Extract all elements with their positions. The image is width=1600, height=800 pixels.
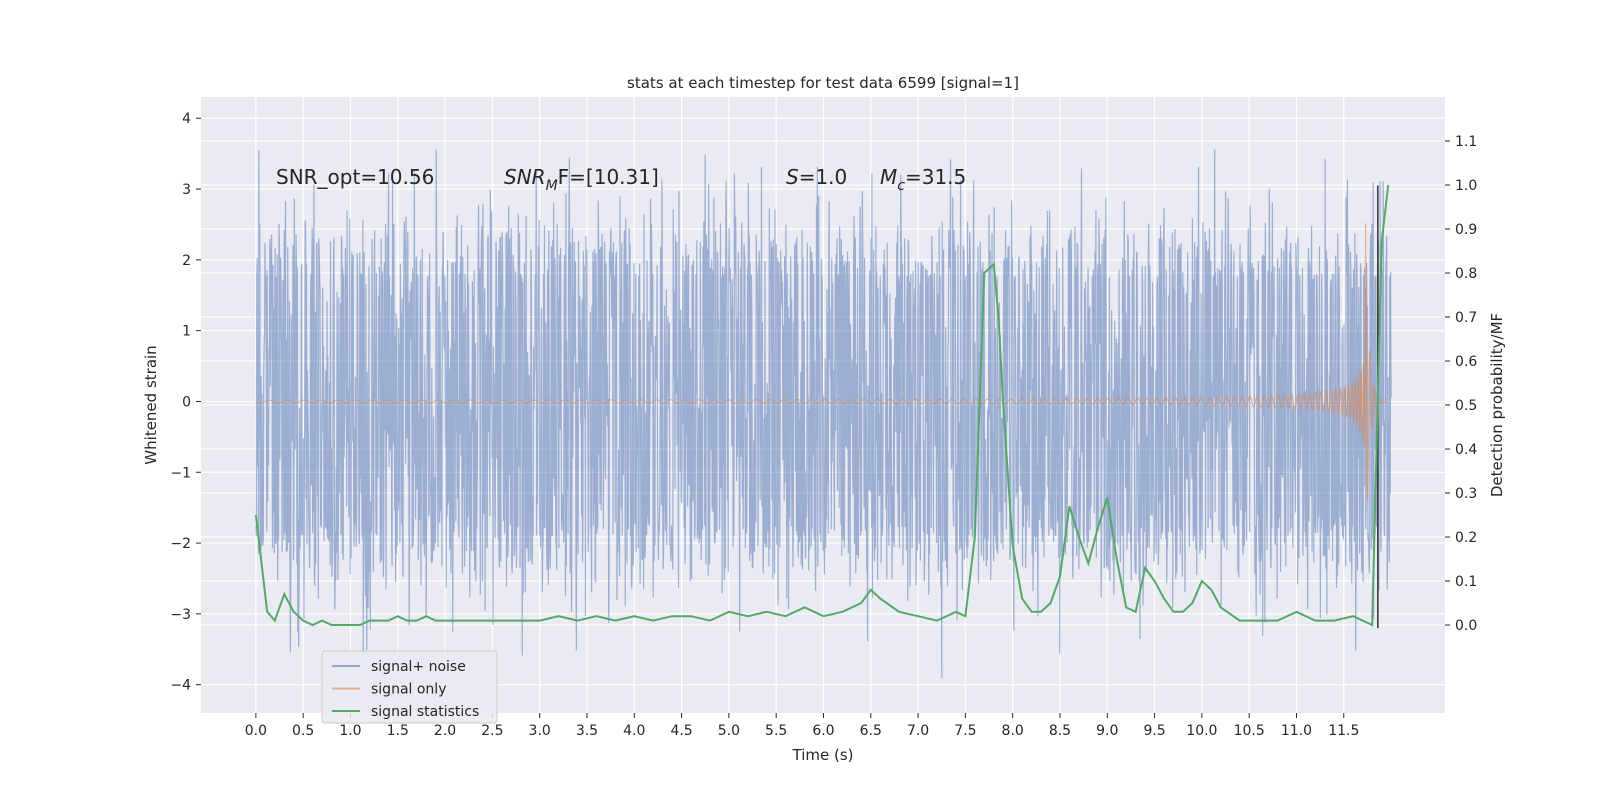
- x-tick-label: 8.0: [1002, 723, 1024, 739]
- annotation-s-value: =1.0: [799, 165, 848, 189]
- x-tick-label: 7.0: [907, 723, 929, 739]
- annotation-s-symbol: S: [786, 165, 799, 189]
- x-tick-label: 0.0: [245, 723, 267, 739]
- y-tick-label-right: 0.9: [1455, 222, 1477, 238]
- x-tick-label: 11.0: [1281, 723, 1312, 739]
- x-tick-label: 2.0: [434, 723, 456, 739]
- legend-label: signal+ noise: [371, 659, 466, 675]
- x-tick-label: 10.0: [1186, 723, 1217, 739]
- annotation-snr-opt: SNR_opt=10.56: [276, 165, 434, 189]
- y-tick-label-right: 0.0: [1455, 618, 1477, 634]
- annotation-s: S=1.0: [786, 165, 847, 189]
- x-tick-label: 1.5: [387, 723, 409, 739]
- y-tick-label-right: 0.1: [1455, 574, 1477, 590]
- y-tick-label-right: 0.7: [1455, 310, 1477, 326]
- x-tick-label: 2.5: [481, 723, 503, 739]
- x-tick-label: 0.5: [292, 723, 314, 739]
- y-tick-label-left: 0: [182, 394, 191, 410]
- x-tick-label: 1.0: [339, 723, 361, 739]
- x-tick-label: 4.0: [623, 723, 645, 739]
- legend-label: signal statistics: [371, 704, 479, 720]
- y-axis-label-right: Detection probability/MF: [1488, 313, 1506, 497]
- annotation-mc: Mc=31.5: [880, 165, 966, 194]
- y-tick-label-left: −2: [170, 536, 191, 552]
- annotation-snr-mf-subscript: M: [546, 178, 558, 194]
- series-signal-statistics-line: [254, 184, 1390, 627]
- legend-label: signal only: [371, 682, 446, 698]
- y-tick-label-right: 0.4: [1455, 442, 1477, 458]
- y-tick-label-left: 2: [182, 253, 191, 269]
- chart-title: stats at each timestep for test data 659…: [627, 74, 1019, 92]
- x-tick-label: 6.0: [812, 723, 834, 739]
- annotation-mc-subscript: c: [897, 178, 905, 194]
- x-tick-label: 7.5: [954, 723, 976, 739]
- y-axis-label-left: Whitened strain: [142, 345, 160, 464]
- x-tick-label: 9.5: [1143, 723, 1165, 739]
- y-tick-label-right: 0.5: [1455, 398, 1477, 414]
- series-signal-only-line: [255, 223, 1387, 502]
- x-tick-label: 5.0: [718, 723, 740, 739]
- annotation-snr-mf: SNRMF=[10.31]: [504, 165, 659, 194]
- series-layer: [254, 149, 1392, 679]
- y-tick-label-right: 0.6: [1455, 354, 1477, 370]
- labels: stats at each timestep for test data 659…: [142, 74, 1506, 764]
- annotation-snr-mf-value: F=[10.31]: [558, 165, 659, 189]
- x-tick-label: 10.5: [1234, 723, 1265, 739]
- x-tick-label: 6.5: [860, 723, 882, 739]
- x-tick-label: 3.5: [576, 723, 598, 739]
- x-tick-label: 8.5: [1049, 723, 1071, 739]
- x-axis-label: Time (s): [792, 746, 854, 764]
- x-tick-label: 9.0: [1096, 723, 1118, 739]
- x-tick-label: 3.0: [529, 723, 551, 739]
- x-tick-label: 11.5: [1328, 723, 1359, 739]
- ticks: 0.0 0.5 1.0 1.5 2.0 2.5 3.0 3.5 4.0 4.5 5.0 5.5 6.0 6…: [170, 111, 1477, 739]
- y-tick-label-right: 0.2: [1455, 530, 1477, 546]
- legend: signal+ noise signal only signal statistic…: [321, 650, 498, 724]
- legend-box: [321, 650, 498, 724]
- y-tick-label-left: 1: [182, 324, 191, 340]
- x-tick-label: 5.5: [765, 723, 787, 739]
- y-tick-label-right: 1.1: [1455, 134, 1477, 150]
- annotation-snr-mf-symbol: SNR: [504, 165, 546, 189]
- y-tick-label-right: 0.8: [1455, 266, 1477, 282]
- y-tick-label-right: 1.0: [1455, 178, 1477, 194]
- annotation-mc-symbol: M: [880, 165, 897, 189]
- y-tick-label-left: 3: [182, 182, 191, 198]
- y-tick-label-left: 4: [182, 111, 191, 127]
- series-signal-noise-line: [255, 149, 1392, 679]
- y-tick-label-left: −1: [170, 465, 191, 481]
- y-tick-label-right: 0.3: [1455, 486, 1477, 502]
- x-tick-label: 4.5: [670, 723, 692, 739]
- annotation-mc-value: =31.5: [905, 165, 966, 189]
- y-tick-label-left: −4: [170, 678, 191, 694]
- y-tick-label-left: −3: [170, 607, 191, 623]
